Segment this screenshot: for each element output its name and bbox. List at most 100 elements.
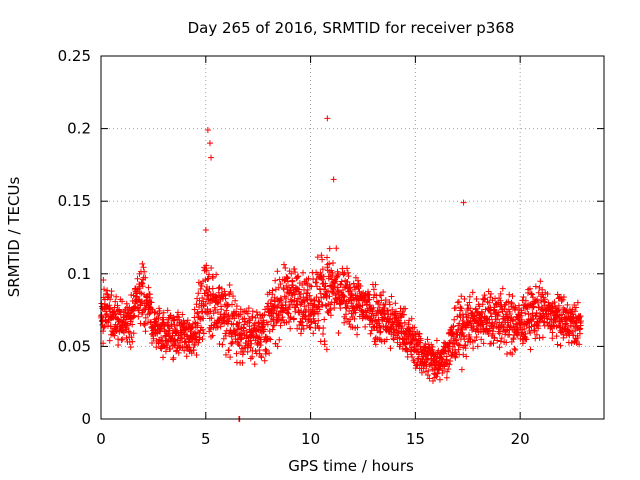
data-point	[333, 245, 340, 252]
data-point	[570, 332, 577, 339]
data-point	[119, 336, 126, 343]
data-point	[300, 269, 307, 276]
data-point	[335, 270, 342, 277]
data-point	[512, 347, 519, 354]
data-point	[287, 287, 294, 294]
data-point	[382, 300, 389, 307]
data-point	[218, 285, 225, 292]
data-point	[291, 266, 298, 273]
data-point	[119, 298, 126, 305]
data-point	[168, 323, 175, 330]
data-point	[340, 292, 347, 299]
data-point	[554, 341, 561, 348]
data-point	[494, 337, 501, 344]
data-point	[188, 325, 195, 332]
data-point	[370, 312, 377, 319]
data-point	[128, 334, 135, 341]
data-point	[466, 293, 473, 300]
data-point	[266, 350, 273, 357]
data-point	[136, 289, 143, 296]
data-point	[439, 370, 446, 377]
data-point	[503, 327, 510, 334]
data-point	[125, 328, 132, 335]
data-point	[296, 321, 303, 328]
data-point	[294, 325, 301, 332]
data-point	[129, 338, 136, 345]
data-point	[196, 334, 203, 341]
data-point	[453, 337, 460, 344]
data-point	[142, 328, 149, 335]
data-point	[416, 330, 423, 337]
data-point	[568, 340, 575, 347]
data-point	[198, 283, 205, 290]
data-point	[249, 313, 256, 320]
data-point	[285, 310, 292, 317]
data-point	[106, 337, 113, 344]
data-point	[315, 303, 322, 310]
data-point	[380, 289, 387, 296]
data-point	[245, 305, 252, 312]
data-point	[324, 115, 331, 122]
data-point	[331, 304, 338, 311]
data-point	[278, 296, 285, 303]
data-point	[214, 324, 221, 331]
data-point	[142, 274, 149, 281]
data-point	[193, 333, 200, 340]
data-point	[179, 311, 186, 318]
data-point	[560, 293, 567, 300]
data-point	[175, 349, 182, 356]
data-point	[191, 341, 198, 348]
data-point	[508, 300, 515, 307]
data-point	[288, 298, 295, 305]
data-point	[556, 306, 563, 313]
data-point	[279, 314, 286, 321]
data-point	[308, 296, 315, 303]
y-tick-label: 0	[81, 410, 91, 428]
data-point	[193, 351, 200, 358]
data-point	[280, 316, 287, 323]
data-point	[393, 308, 400, 315]
data-point	[418, 369, 425, 376]
data-point	[101, 323, 108, 330]
data-point	[322, 283, 329, 290]
data-point	[227, 354, 234, 361]
data-point	[376, 322, 383, 329]
data-point	[274, 343, 281, 350]
data-point	[334, 284, 341, 291]
data-point	[521, 326, 528, 333]
data-point	[233, 303, 240, 310]
data-point	[236, 319, 243, 326]
data-point	[529, 294, 536, 301]
data-point	[150, 335, 157, 342]
data-point	[343, 265, 350, 272]
data-point	[502, 328, 509, 335]
data-point	[114, 302, 121, 309]
data-point	[534, 296, 541, 303]
data-point	[219, 341, 226, 348]
data-point	[239, 351, 246, 358]
data-point	[321, 341, 328, 348]
data-point	[370, 286, 377, 293]
data-point	[140, 264, 147, 271]
data-point	[231, 315, 238, 322]
data-point	[486, 316, 493, 323]
data-point	[572, 304, 579, 311]
data-point	[317, 285, 324, 292]
data-point	[112, 298, 119, 305]
data-point	[316, 306, 323, 313]
data-point	[332, 278, 339, 285]
data-point	[223, 307, 230, 314]
data-point	[452, 354, 459, 361]
data-point	[191, 330, 198, 337]
data-point	[184, 317, 191, 324]
data-point	[523, 336, 530, 343]
data-point	[372, 341, 379, 348]
data-point	[288, 270, 295, 277]
data-point	[268, 296, 275, 303]
data-point	[486, 299, 493, 306]
data-point	[267, 336, 274, 343]
data-point	[445, 366, 452, 373]
data-point	[155, 315, 162, 322]
data-point	[476, 303, 483, 310]
data-point	[106, 305, 113, 312]
